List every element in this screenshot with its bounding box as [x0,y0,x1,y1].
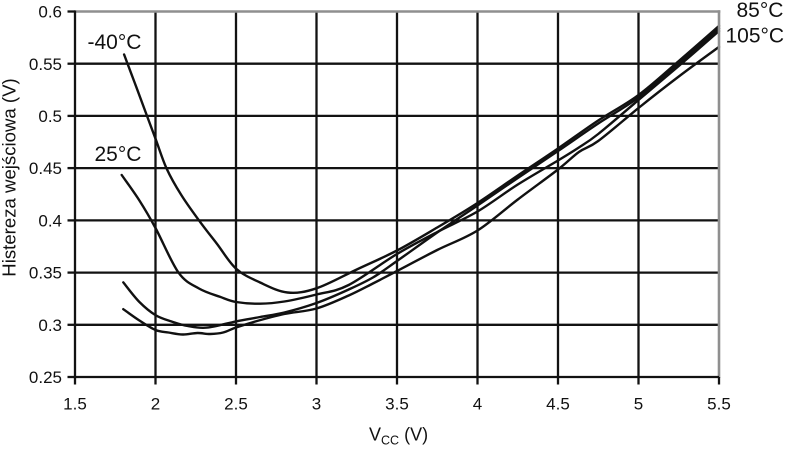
svg-text:85°C: 85°C [737,0,784,22]
svg-text:4: 4 [473,395,482,414]
svg-text:0.4: 0.4 [38,212,62,231]
svg-text:Histereza wejściowa (V): Histereza wejściowa (V) [0,78,20,276]
svg-text:4.5: 4.5 [546,395,570,414]
svg-text:3.5: 3.5 [385,395,409,414]
svg-text:3: 3 [312,395,321,414]
svg-text:5: 5 [634,395,643,414]
svg-text:0.3: 0.3 [38,316,62,335]
svg-text:-40°C: -40°C [88,31,142,54]
svg-text:105°C: 105°C [726,25,785,48]
svg-text:25°C: 25°C [95,143,142,166]
svg-text:2: 2 [151,395,160,414]
svg-text:1.5: 1.5 [63,395,87,414]
svg-text:0.55: 0.55 [29,55,62,74]
svg-text:0.45: 0.45 [29,159,62,178]
svg-text:2.5: 2.5 [224,395,248,414]
svg-text:5.5: 5.5 [707,395,731,414]
svg-text:0.6: 0.6 [38,3,62,22]
svg-text:0.5: 0.5 [38,107,62,126]
svg-text:0.25: 0.25 [29,368,62,387]
svg-text:VCC (V): VCC (V) [369,425,428,448]
svg-text:0.35: 0.35 [29,264,62,283]
